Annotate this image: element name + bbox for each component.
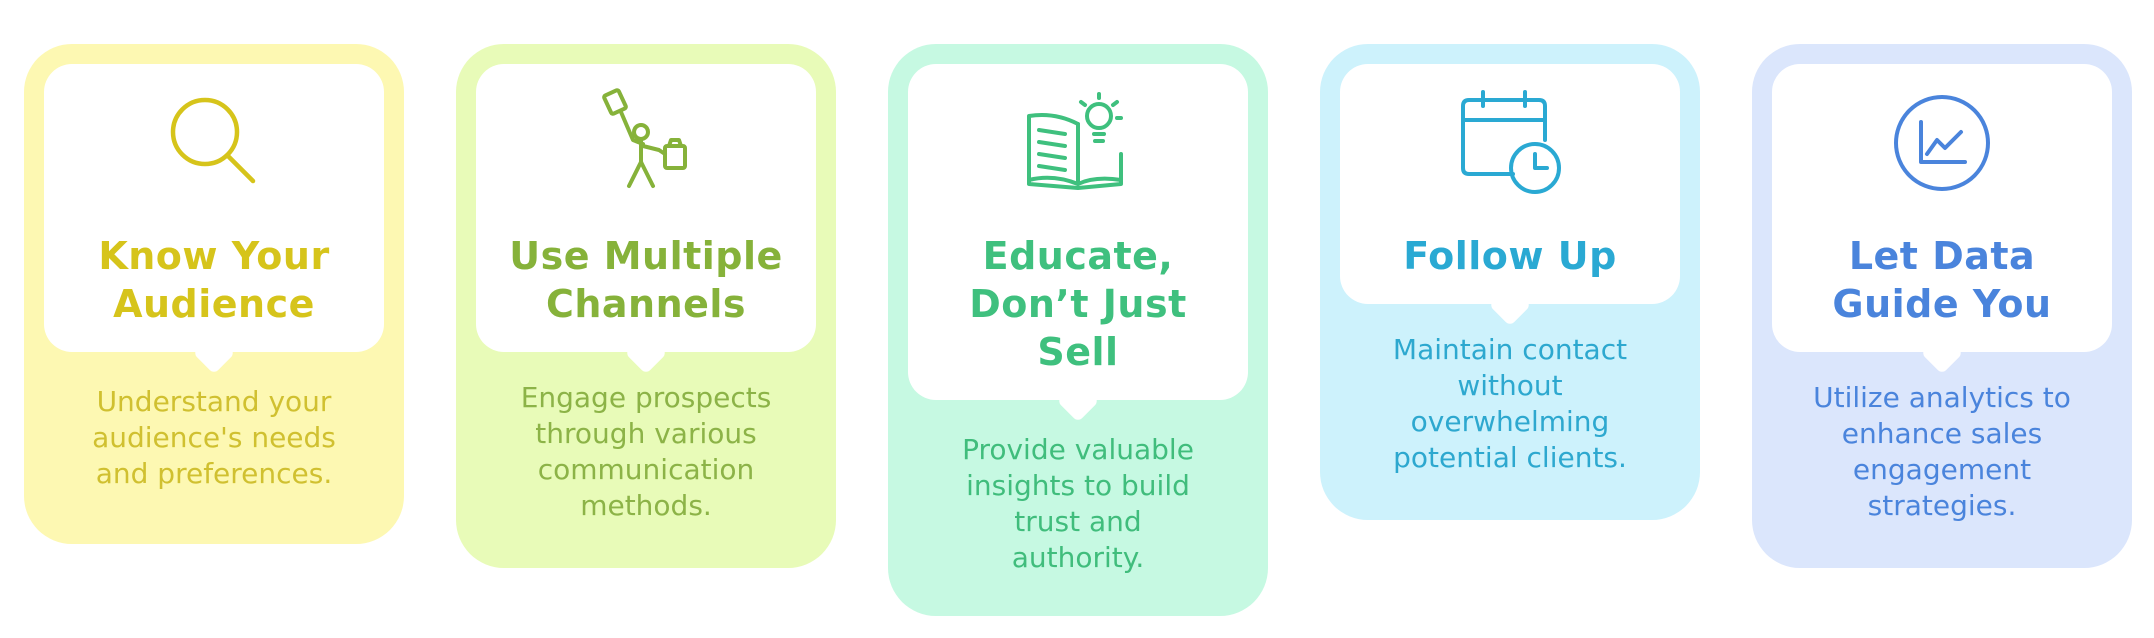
card-let-data-guide-you: Let Data Guide You Utilize analytics to … (1752, 44, 2132, 568)
card-title: Know Your Audience (98, 234, 330, 326)
chart-circle-icon (1887, 88, 1997, 198)
magnifying-glass-icon (159, 88, 269, 198)
card-description: Engage prospects through various communi… (520, 381, 772, 522)
card-description: Utilize analytics to enhance sales engag… (1813, 381, 2071, 522)
card-use-multiple-channels: Use Multiple Channels Engage prospects t… (456, 44, 836, 568)
card-description: Understand your audience's needs and pre… (92, 385, 336, 490)
title-bubble: Follow Up (1340, 64, 1680, 304)
title-bubble: Educate, Don’t Just Sell (908, 64, 1248, 400)
person-juggling-icon (591, 88, 701, 198)
title-bubble: Let Data Guide You (1772, 64, 2112, 352)
card-title: Use Multiple Channels (509, 234, 783, 326)
calendar-clock-icon (1455, 88, 1565, 198)
card-description: Provide valuable insights to build trust… (962, 433, 1194, 574)
card-title: Let Data Guide You (1832, 234, 2052, 326)
title-bubble: Know Your Audience (44, 64, 384, 352)
card-description: Maintain contact without overwhelming po… (1392, 333, 1628, 474)
card-follow-up: Follow Up Maintain contact without overw… (1320, 44, 1700, 520)
card-know-your-audience: Know Your Audience Understand your audie… (24, 44, 404, 544)
card-educate-dont-just-sell: Educate, Don’t Just Sell Provide valuabl… (888, 44, 1268, 616)
card-title: Follow Up (1403, 234, 1617, 278)
book-lightbulb-icon (1023, 88, 1133, 198)
card-title: Educate, Don’t Just Sell (969, 234, 1187, 374)
title-bubble: Use Multiple Channels (476, 64, 816, 352)
